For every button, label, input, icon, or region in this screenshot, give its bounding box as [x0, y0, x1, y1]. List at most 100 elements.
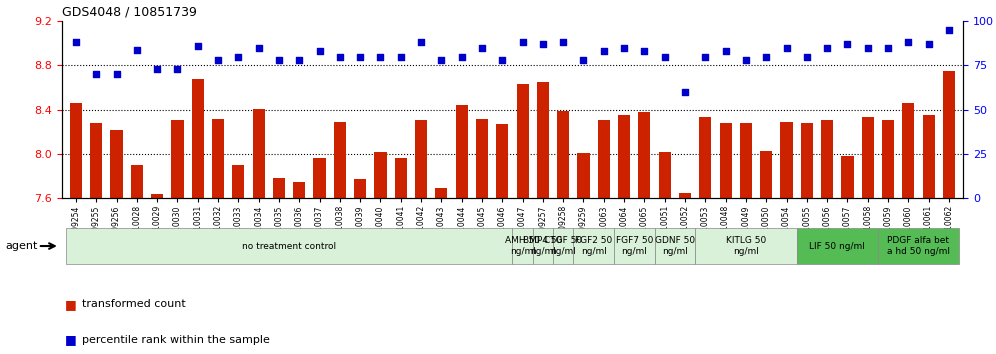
Bar — [574, 228, 614, 264]
Bar — [253, 109, 265, 198]
Point — [373, 54, 388, 59]
Bar — [355, 179, 367, 198]
Bar — [719, 123, 732, 198]
Bar — [435, 188, 447, 198]
Bar — [654, 228, 695, 264]
Bar — [517, 84, 529, 198]
Bar — [334, 122, 346, 198]
Bar — [821, 120, 834, 198]
Point — [474, 45, 490, 51]
Bar — [394, 158, 407, 198]
Bar — [171, 120, 183, 198]
Bar — [943, 71, 955, 198]
Bar — [797, 228, 877, 264]
Bar — [533, 228, 553, 264]
Bar — [537, 82, 549, 198]
Point — [128, 47, 144, 52]
Text: GDS4048 / 10851739: GDS4048 / 10851739 — [62, 6, 196, 19]
Point — [413, 40, 429, 45]
Text: no treatment control: no treatment control — [242, 241, 337, 251]
Text: LIF 50 ng/ml: LIF 50 ng/ml — [810, 241, 866, 251]
Bar — [699, 118, 711, 198]
Bar — [902, 103, 914, 198]
Text: BMP4 50
ng/ml: BMP4 50 ng/ml — [523, 236, 563, 256]
Text: ■: ■ — [65, 298, 77, 311]
Point — [433, 57, 449, 63]
Bar — [496, 124, 508, 198]
Point — [454, 54, 470, 59]
Bar — [314, 158, 326, 198]
Bar — [191, 79, 204, 198]
Bar — [801, 123, 813, 198]
Point — [332, 54, 348, 59]
Bar — [557, 111, 570, 198]
Point — [941, 27, 957, 33]
Bar — [614, 228, 654, 264]
Point — [169, 66, 185, 72]
Text: ■: ■ — [65, 333, 77, 346]
Point — [576, 57, 592, 63]
Bar — [476, 119, 488, 198]
Point — [291, 57, 307, 63]
Point — [860, 45, 875, 51]
Bar — [881, 120, 894, 198]
Bar — [273, 178, 285, 198]
Bar — [679, 193, 691, 198]
Text: percentile rank within the sample: percentile rank within the sample — [82, 335, 270, 345]
Bar — [151, 194, 163, 198]
Point — [89, 72, 105, 77]
Point — [494, 57, 510, 63]
Text: agent: agent — [5, 241, 38, 251]
Point — [636, 48, 652, 54]
Point — [718, 48, 734, 54]
Bar — [415, 120, 427, 198]
Point — [799, 54, 815, 59]
Bar — [760, 151, 772, 198]
Point — [109, 72, 124, 77]
Bar — [455, 105, 468, 198]
Text: KITLG 50
ng/ml: KITLG 50 ng/ml — [726, 236, 766, 256]
Point — [697, 54, 713, 59]
Point — [251, 45, 267, 51]
Bar — [862, 118, 873, 198]
Point — [920, 41, 936, 47]
Bar — [553, 228, 574, 264]
Bar — [70, 103, 82, 198]
Point — [392, 54, 408, 59]
Bar — [111, 130, 123, 198]
Bar — [374, 152, 386, 198]
Bar — [781, 122, 793, 198]
Bar — [877, 228, 959, 264]
Point — [353, 54, 369, 59]
Text: AMH 50
ng/ml: AMH 50 ng/ml — [505, 236, 540, 256]
Point — [758, 54, 774, 59]
Text: GDNF 50
ng/ml: GDNF 50 ng/ml — [654, 236, 695, 256]
Text: FGF2 50
ng/ml: FGF2 50 ng/ml — [575, 236, 613, 256]
Point — [535, 41, 551, 47]
Bar — [512, 228, 533, 264]
Bar — [212, 119, 224, 198]
Point — [840, 41, 856, 47]
Point — [210, 57, 226, 63]
Text: CTGF 50
ng/ml: CTGF 50 ng/ml — [544, 236, 583, 256]
Bar — [658, 152, 670, 198]
Point — [677, 89, 693, 95]
Point — [68, 40, 84, 45]
Bar — [91, 123, 103, 198]
Point — [312, 48, 328, 54]
Point — [149, 66, 165, 72]
Point — [779, 45, 795, 51]
Bar — [740, 123, 752, 198]
Bar — [695, 228, 797, 264]
Bar — [578, 153, 590, 198]
Bar — [638, 112, 650, 198]
Point — [190, 43, 206, 49]
Point — [271, 57, 287, 63]
Point — [880, 45, 896, 51]
Bar — [232, 165, 244, 198]
Text: FGF7 50
ng/ml: FGF7 50 ng/ml — [616, 236, 653, 256]
Text: PDGF alfa bet
a hd 50 ng/ml: PDGF alfa bet a hd 50 ng/ml — [887, 236, 950, 256]
Bar — [293, 182, 306, 198]
Point — [738, 57, 754, 63]
Point — [515, 40, 531, 45]
